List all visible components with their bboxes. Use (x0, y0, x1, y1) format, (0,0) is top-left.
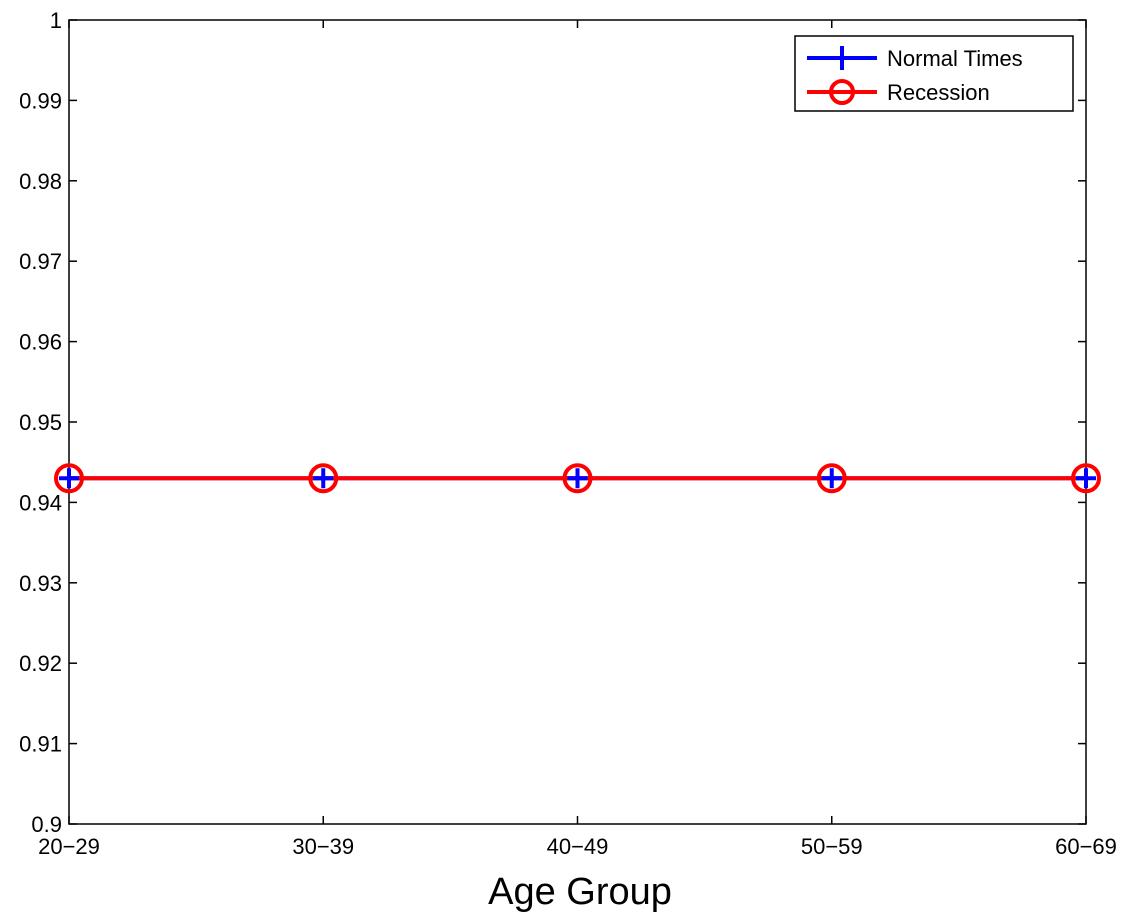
data-point-plus (313, 468, 334, 489)
legend-label: Recession (887, 80, 990, 105)
x-axis-label: Age Group (488, 871, 672, 913)
y-tick-label: 0.94 (19, 490, 62, 515)
y-tick-label: 0.96 (19, 330, 62, 355)
series-layer (54, 463, 1101, 494)
y-tick-label: 0.92 (19, 651, 62, 676)
x-tick-label: 30−39 (292, 834, 354, 859)
x-axis-ticks: 20−29 30−39 40−49 50−59 60−69 (38, 20, 1117, 859)
y-tick-label: 1 (50, 8, 62, 33)
plot-frame (68, 19, 1087, 825)
data-point-plus (59, 468, 79, 489)
y-tick-label: 0.98 (19, 169, 62, 194)
axes (68, 19, 1087, 825)
data-point-plus (821, 468, 842, 489)
legend-marker-plus (830, 46, 854, 70)
x-tick-label: 50−59 (801, 834, 863, 859)
data-point-plus (567, 468, 588, 489)
legend-label: Normal Times (887, 46, 1023, 71)
y-tick-label: 0.93 (19, 571, 62, 596)
y-tick-label: 0.9 (31, 812, 62, 837)
x-tick-label: 40−49 (547, 834, 609, 859)
y-tick-label: 0.99 (19, 88, 62, 113)
data-point-plus (1076, 468, 1096, 489)
data-point-circle (816, 463, 847, 494)
y-tick-label: 0.95 (19, 410, 62, 435)
x-tick-label: 20−29 (38, 834, 100, 859)
legend: Normal Times Recession (794, 35, 1074, 112)
y-tick-label: 0.97 (19, 249, 62, 274)
data-point-circle (308, 463, 339, 494)
y-tick-label: 0.91 (19, 732, 62, 757)
data-point-circle (562, 463, 593, 494)
data-point-circle (54, 463, 84, 494)
x-tick-label: 60−69 (1055, 834, 1117, 859)
data-point-circle (1071, 463, 1101, 494)
y-axis-ticks: 0.9 0.91 0.92 0.93 0.94 0.95 0.96 0.97 0.98 0.99 1 (19, 8, 1086, 837)
legend-marker-circle (829, 79, 855, 105)
